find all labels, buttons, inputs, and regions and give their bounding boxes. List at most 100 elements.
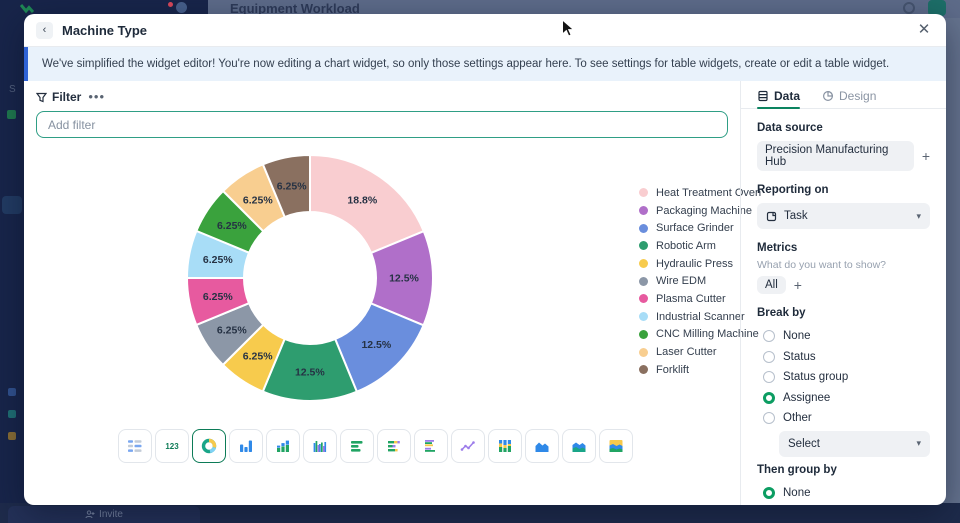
reporting-on-select[interactable]: Task ▾ <box>757 203 930 229</box>
donut-slice-forklift[interactable] <box>261 154 311 219</box>
chevron-down-icon: ▾ <box>916 438 921 448</box>
chart-type-stacked-bar-button[interactable] <box>377 429 411 463</box>
add-filter-input[interactable] <box>36 111 728 138</box>
legend-item-cnc-milling-machine[interactable]: CNC Milling Machine <box>639 326 761 344</box>
chart-type-donut-button[interactable] <box>192 429 226 463</box>
metrics-all-chip[interactable]: All <box>757 276 786 294</box>
invite-button[interactable]: Invite <box>8 506 200 523</box>
chart-legend: Heat Treatment Oven Packaging Machine Surf… <box>639 184 761 379</box>
donut-chart-icon <box>201 438 217 454</box>
legend-dot <box>639 329 648 339</box>
legend-label: Heat Treatment Oven <box>656 186 762 199</box>
then-group-by-label: Then group by <box>757 463 837 476</box>
legend-dot <box>639 347 648 357</box>
legend-label: Plasma Cutter <box>656 292 726 305</box>
chevron-down-icon: ▾ <box>916 210 921 221</box>
legend-item-packaging-machine[interactable]: Packaging Machine <box>639 202 761 220</box>
legend-label: Laser Cutter <box>656 346 717 359</box>
avatar <box>928 0 946 16</box>
chart-type-stacked-area-100-button[interactable] <box>599 429 633 463</box>
legend-label: Hydraulic Press <box>656 257 734 270</box>
filter-label: Filter <box>52 90 82 104</box>
slice-value-label: 6.25% <box>217 325 247 337</box>
task-icon <box>766 211 777 221</box>
legend-dot <box>639 259 648 269</box>
radio-status-group[interactable]: Status group <box>757 367 930 388</box>
slice-value-label: 6.25% <box>243 351 273 363</box>
tab-data[interactable]: Data <box>757 89 801 109</box>
column-chart-icon <box>240 440 252 452</box>
radio-assignee[interactable]: Assignee <box>757 388 930 409</box>
legend-item-surface-grinder[interactable]: Surface Grinder <box>639 219 761 237</box>
filter-row: Filter ••• <box>36 90 105 104</box>
radio-other[interactable]: Other <box>757 408 930 429</box>
settings-panel: Data Design Data source Precision Manufa… <box>740 81 946 505</box>
data-source-label: Data source <box>757 122 823 134</box>
legend-item-robotic-arm[interactable]: Robotic Arm <box>639 237 761 255</box>
sidebar-app-icon <box>8 432 16 440</box>
invite-person-icon <box>85 510 95 519</box>
more-options-icon[interactable]: ••• <box>88 89 105 104</box>
legend-item-wire-edm[interactable]: Wire EDM <box>639 272 761 290</box>
radio-none[interactable]: None <box>757 326 930 347</box>
legend-item-laser-cutter[interactable]: Laser Cutter <box>639 343 761 361</box>
data-source-chip[interactable]: Precision Manufacturing Hub <box>757 141 914 171</box>
slice-value-label: 12.5% <box>295 366 325 378</box>
then-group-by-radios: None <box>757 483 930 504</box>
data-tab-icon <box>758 90 768 102</box>
app-page-title: Equipment Workload <box>230 1 360 16</box>
chart-preview-pane: Filter ••• 18.8% 12.5% 12.5% 12.5% 6.25% 6.25… <box>24 81 761 505</box>
radio-none[interactable]: None <box>757 483 930 504</box>
tab-design[interactable]: Design <box>822 89 876 108</box>
legend-label: Forklift <box>656 363 689 376</box>
radio-selected-icon[interactable] <box>763 486 775 499</box>
close-icon[interactable]: ✕ <box>917 21 931 38</box>
chart-type-number-button[interactable]: 123 <box>155 429 189 463</box>
tab-data-label: Data <box>774 89 801 103</box>
chart-type-grouped-column-button[interactable] <box>303 429 337 463</box>
radio-icon[interactable] <box>763 371 775 384</box>
legend-item-heat-treatment-oven[interactable]: Heat Treatment Oven <box>639 184 761 202</box>
add-metric-icon[interactable]: + <box>793 277 802 293</box>
table-chart-icon <box>128 440 142 452</box>
legend-dot <box>639 241 648 251</box>
chart-type-area-button[interactable] <box>525 429 559 463</box>
chart-type-stacked-column-button[interactable] <box>266 429 300 463</box>
legend-label: Industrial Scanner <box>656 310 745 323</box>
slice-value-label: 18.8% <box>347 194 377 206</box>
chart-type-column-button[interactable] <box>229 429 263 463</box>
legend-label: Wire EDM <box>656 275 707 288</box>
radio-selected-icon[interactable] <box>763 391 775 404</box>
radio-icon[interactable] <box>763 412 775 425</box>
add-data-source-icon[interactable]: + <box>921 148 930 164</box>
radio-icon[interactable] <box>763 330 775 343</box>
filter-toggle[interactable]: Filter <box>36 90 81 104</box>
radio-label: Status <box>783 350 816 363</box>
break-by-label: Break by <box>757 307 806 319</box>
legend-item-hydraulic-press[interactable]: Hydraulic Press <box>639 255 761 273</box>
chart-type-bar-button[interactable] <box>340 429 374 463</box>
chart-type-line-button[interactable] <box>451 429 485 463</box>
chart-type-selector: 123 <box>118 429 633 463</box>
break-by-other-select[interactable]: Select ▾ <box>779 430 930 457</box>
break-by-other-value: Select <box>788 437 820 450</box>
legend-label: Packaging Machine <box>656 204 753 217</box>
legend-item-forklift[interactable]: Forklift <box>639 361 761 379</box>
legend-item-industrial-scanner[interactable]: Industrial Scanner <box>639 308 761 326</box>
radio-status[interactable]: Status <box>757 347 930 368</box>
stacked-area-chart-icon <box>572 442 586 452</box>
sidebar-letter: S <box>9 84 16 95</box>
radio-icon[interactable] <box>763 350 775 363</box>
number-chart-icon: 123 <box>165 442 179 451</box>
line-chart-icon <box>460 441 475 451</box>
area-chart-icon <box>535 442 549 452</box>
chart-type-table-button[interactable] <box>118 429 152 463</box>
app-topbar <box>208 0 960 18</box>
legend-item-plasma-cutter[interactable]: Plasma Cutter <box>639 290 761 308</box>
svg-text:123: 123 <box>165 442 179 451</box>
chart-type-stacked-column-100-button[interactable] <box>488 429 522 463</box>
slice-value-label: 12.5% <box>389 273 419 285</box>
back-button[interactable]: ‹ <box>36 21 53 39</box>
chart-type-grouped-bar-button[interactable] <box>414 429 448 463</box>
chart-type-stacked-area-button[interactable] <box>562 429 596 463</box>
